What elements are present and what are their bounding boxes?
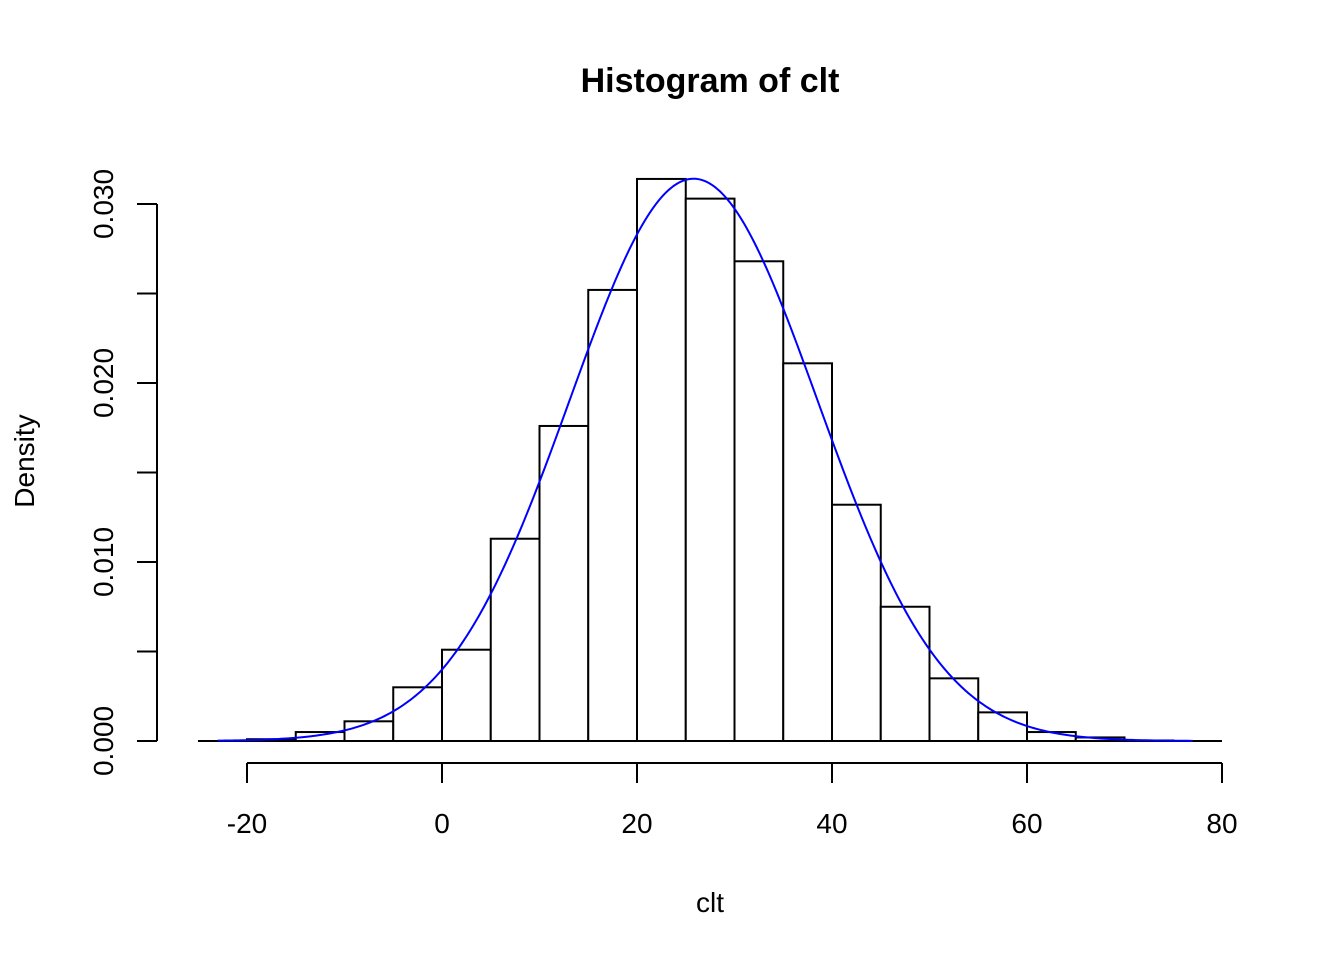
y-tick-label: 0.030 [88,169,119,239]
histogram-bar [441,648,492,743]
y-tick-label: 0.000 [88,706,119,776]
y-axis-label: Density [9,414,40,507]
histogram-bars [246,177,1175,743]
histogram-bar [489,537,541,742]
histogram-bar [733,260,785,742]
histogram-bar [392,686,443,742]
x-tick-label: -20 [227,808,267,839]
histogram-bar [782,362,833,742]
x-tick-label: 40 [816,808,847,839]
density-curve-group [217,177,1193,742]
y-tick-label: 0.020 [88,348,119,418]
histogram-bar [636,177,687,742]
y-axis: 0.000 0.010 0.020 0.030 [88,169,158,776]
histogram-bar [879,605,931,742]
x-tick-label: 20 [621,808,652,839]
histogram-bar [587,288,638,742]
x-axis: -20 0 20 40 60 80 [227,762,1238,839]
x-tick-label: 60 [1011,808,1042,839]
histogram-bar [538,424,590,742]
x-axis-label: clt [696,887,724,918]
histogram-bar [343,720,395,742]
x-tick-label: 0 [434,808,450,839]
chart-title: Histogram of clt [581,62,840,100]
normal-density-curve [217,177,1193,742]
histogram-bar [928,677,980,742]
y-tick-label: 0.010 [88,527,119,597]
histogram-bar [1026,731,1077,742]
histogram-bar [831,503,882,742]
x-tick-label: 80 [1206,808,1237,839]
histogram-bar [684,197,736,742]
